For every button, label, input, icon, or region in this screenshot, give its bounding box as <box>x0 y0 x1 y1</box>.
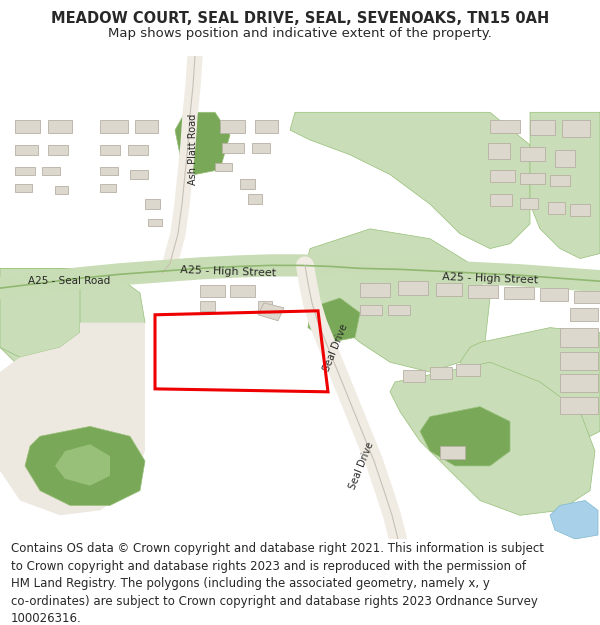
Polygon shape <box>468 285 498 298</box>
Polygon shape <box>252 143 270 152</box>
Polygon shape <box>15 120 40 133</box>
Polygon shape <box>560 374 598 392</box>
Polygon shape <box>574 291 600 303</box>
Polygon shape <box>555 150 575 167</box>
Polygon shape <box>240 179 255 189</box>
Polygon shape <box>520 147 545 161</box>
Text: Ash Platt Road: Ash Platt Road <box>188 114 198 186</box>
Polygon shape <box>25 426 145 506</box>
Polygon shape <box>560 328 598 348</box>
Polygon shape <box>175 112 230 174</box>
Polygon shape <box>290 112 530 249</box>
Polygon shape <box>520 198 538 209</box>
Polygon shape <box>530 120 555 135</box>
Polygon shape <box>560 352 598 370</box>
Polygon shape <box>135 120 158 133</box>
Text: A25 - Seal Road: A25 - Seal Road <box>28 276 110 286</box>
Text: A25 - High Street: A25 - High Street <box>180 264 276 278</box>
Polygon shape <box>48 145 68 155</box>
Polygon shape <box>200 285 225 297</box>
Polygon shape <box>490 120 520 133</box>
Polygon shape <box>42 167 60 174</box>
Polygon shape <box>48 120 72 133</box>
Polygon shape <box>488 143 510 159</box>
Polygon shape <box>148 219 162 226</box>
Polygon shape <box>560 397 598 414</box>
Text: Seal Drive: Seal Drive <box>322 322 350 372</box>
Polygon shape <box>308 298 360 343</box>
Polygon shape <box>0 268 80 358</box>
Polygon shape <box>130 169 148 179</box>
Polygon shape <box>456 364 480 376</box>
Polygon shape <box>548 202 565 214</box>
Text: MEADOW COURT, SEAL DRIVE, SEAL, SEVENOAKS, TN15 0AH: MEADOW COURT, SEAL DRIVE, SEAL, SEVENOAK… <box>51 11 549 26</box>
Polygon shape <box>220 120 245 133</box>
Polygon shape <box>550 501 598 539</box>
Polygon shape <box>388 305 410 315</box>
Polygon shape <box>128 145 148 155</box>
Polygon shape <box>570 308 598 321</box>
Polygon shape <box>55 186 68 194</box>
Polygon shape <box>530 112 600 259</box>
Polygon shape <box>436 283 462 296</box>
Text: Contains OS data © Crown copyright and database right 2021. This information is : Contains OS data © Crown copyright and d… <box>11 542 544 625</box>
Polygon shape <box>100 167 118 174</box>
Polygon shape <box>430 367 452 379</box>
Polygon shape <box>258 303 284 321</box>
Polygon shape <box>305 229 490 372</box>
Polygon shape <box>15 184 32 192</box>
Polygon shape <box>100 145 120 155</box>
Polygon shape <box>248 194 262 204</box>
Polygon shape <box>0 322 145 515</box>
Polygon shape <box>460 328 600 446</box>
Polygon shape <box>520 173 545 184</box>
Polygon shape <box>55 444 110 486</box>
Text: Map shows position and indicative extent of the property.: Map shows position and indicative extent… <box>108 28 492 41</box>
Polygon shape <box>100 120 128 133</box>
Polygon shape <box>215 162 232 171</box>
Polygon shape <box>398 281 428 295</box>
Polygon shape <box>200 301 215 311</box>
Polygon shape <box>550 174 570 186</box>
Polygon shape <box>360 283 390 297</box>
Polygon shape <box>230 285 255 297</box>
Polygon shape <box>258 301 272 311</box>
Polygon shape <box>440 446 465 459</box>
Polygon shape <box>15 167 35 174</box>
Text: A25 - High Street: A25 - High Street <box>442 272 538 285</box>
Polygon shape <box>490 169 515 182</box>
Polygon shape <box>255 120 278 133</box>
Polygon shape <box>390 362 595 515</box>
Polygon shape <box>145 199 160 209</box>
Text: Seal Drive: Seal Drive <box>348 441 376 491</box>
Polygon shape <box>490 194 512 206</box>
Polygon shape <box>360 305 382 315</box>
Polygon shape <box>540 288 568 301</box>
Polygon shape <box>504 287 534 299</box>
Polygon shape <box>15 145 38 155</box>
Polygon shape <box>0 268 145 377</box>
Polygon shape <box>100 184 116 192</box>
Polygon shape <box>222 143 244 152</box>
Polygon shape <box>562 120 590 137</box>
Polygon shape <box>420 407 510 466</box>
Polygon shape <box>403 370 425 382</box>
Polygon shape <box>570 204 590 216</box>
